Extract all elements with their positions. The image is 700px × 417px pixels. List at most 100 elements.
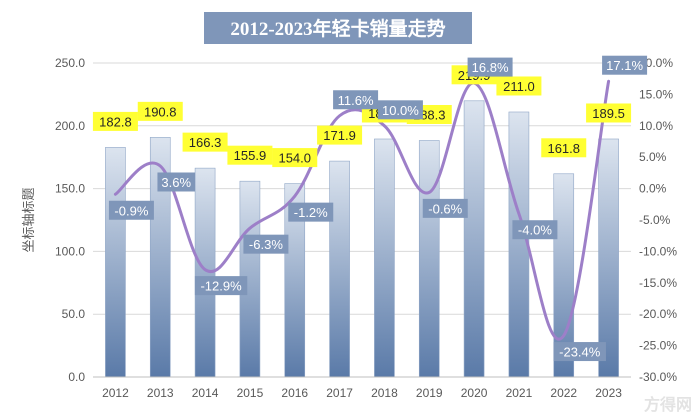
growth-label-bg [512,220,558,240]
x-tick-label: 2015 [237,386,264,400]
growth-label-text: 11.6% [338,93,374,108]
value-label: 154.0 [272,148,318,168]
value-label-text: 161.8 [547,141,580,156]
value-label-bg [137,101,183,121]
growth-label-text: -0.9% [114,203,148,218]
growth-label-bg [333,90,379,110]
growth-label-bg [194,276,248,296]
bar [418,140,440,378]
value-label-bg [317,125,363,145]
chart-title: 2012-2023年轻卡销量走势 [204,12,472,44]
x-tick-label: 2022 [550,386,577,400]
growth-label: -0.6% [422,198,468,218]
value-label: 190.8 [137,101,183,121]
y-tick-label: 150.0 [55,182,85,196]
value-label-text: 155.9 [234,148,267,163]
value-label: 211.0 [496,76,542,96]
bar [329,160,350,378]
growth-label: -23.4% [553,342,606,362]
data-labels: 182.8190.8166.3155.9154.0171.9189.5188.3… [92,55,648,362]
value-label-bg [272,148,318,168]
x-tick-label: 2014 [192,386,219,400]
y2-tick-label: 20.0% [639,56,673,70]
x-tick-label: 2016 [281,386,308,400]
growth-label-bg [243,234,289,254]
value-label: 166.3 [182,132,228,152]
growth-label: -0.9% [108,200,154,220]
value-label: 182.8 [92,111,138,131]
bar [598,138,619,378]
value-label-text: 166.3 [189,135,222,150]
growth-label-bg [108,200,154,220]
growth-label: -4.0% [512,220,558,240]
y-tick-label: 50.0 [62,307,86,321]
growth-label-text: -4.0% [518,223,552,238]
y2-tick-label: -20.0% [639,307,677,321]
x-tick-label: 2023 [595,386,622,400]
value-label-text: 182.8 [99,114,132,129]
bar [508,111,530,378]
y2-tick-label: -30.0% [639,370,677,384]
growth-label-text: 17.1% [606,58,643,73]
growth-label-bg [553,342,606,362]
bars [105,100,619,378]
y2-tick-label: 0.0% [639,182,667,196]
y2-tick-label: -15.0% [639,276,677,290]
value-label-bg [182,132,228,152]
y-tick-label: 250.0 [55,56,85,70]
growth-label-text: -12.9% [200,279,242,294]
growth-label-text: -6.3% [249,237,283,252]
y2-tick-label: -25.0% [639,339,677,353]
growth-label-text: 3.6% [161,175,191,190]
growth-line [113,79,611,341]
growth-label-text: -1.2% [294,205,328,220]
value-label-bg [227,145,273,165]
y-axis-title: 坐标轴标题 [22,187,37,252]
value-label-bg [92,111,138,131]
growth-label-bg [467,57,513,77]
value-label-text: 154.0 [278,151,311,166]
growth-label: 11.6% [333,90,379,110]
axes: 0.0 50.0 100.0 150.0 200.0 250.0 -30.0% -25.0% -… [55,56,677,400]
y2-tick-label: 5.0% [639,150,667,164]
value-label-bg [541,138,587,158]
y2-tick-label: 15.0% [639,87,673,101]
bar [105,147,126,378]
value-label: 171.9 [317,125,363,145]
x-tick-label: 2017 [326,386,353,400]
growth-label: 10.0% [377,100,423,120]
value-label-text: 189.5 [592,106,625,121]
x-tick-label: 2021 [506,386,533,400]
growth-label-text: -0.6% [428,201,462,216]
x-tick-label: 2020 [461,386,488,400]
growth-label-bg [377,100,423,120]
growth-label-bg [422,198,468,218]
x-tick-label: 2013 [147,386,174,400]
bar [374,138,395,378]
value-label: 189.5 [586,103,632,123]
x-tick-label: 2012 [102,386,129,400]
x-tick-label: 2019 [416,386,443,400]
growth-label-bg [288,202,334,222]
y-tick-label: 0.0 [68,370,85,384]
growth-label: -1.2% [288,202,334,222]
growth-label: -6.3% [243,234,289,254]
y-tick-label: 100.0 [55,244,85,258]
growth-label: 16.8% [467,57,513,77]
bar [463,100,485,378]
value-label-bg [496,76,542,96]
watermark: 方得网 [644,395,692,414]
value-label-text: 211.0 [503,79,535,94]
y2-tick-label: 10.0% [639,119,673,133]
y-tick-label: 200.0 [55,119,85,133]
growth-label: -12.9% [194,276,248,296]
y2-tick-label: -10.0% [639,244,677,258]
value-label: 155.9 [227,145,273,165]
growth-label-text: 16.8% [472,60,509,75]
value-label: 161.8 [541,138,587,158]
value-label-bg [586,103,632,123]
growth-label-bg [602,55,648,75]
value-label-text: 190.8 [144,104,177,119]
value-label-text: 171.9 [323,128,356,143]
